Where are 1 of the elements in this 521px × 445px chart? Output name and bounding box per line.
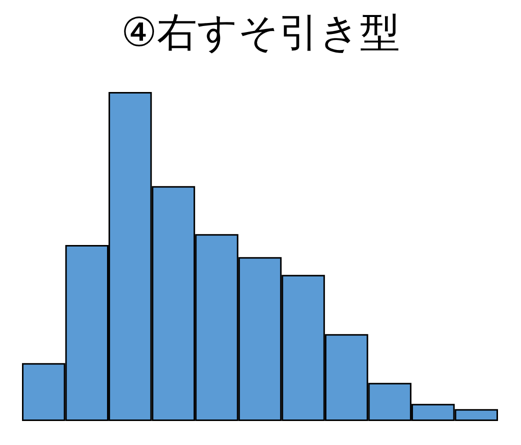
chart-title: ④右すそ引き型 (121, 10, 400, 56)
